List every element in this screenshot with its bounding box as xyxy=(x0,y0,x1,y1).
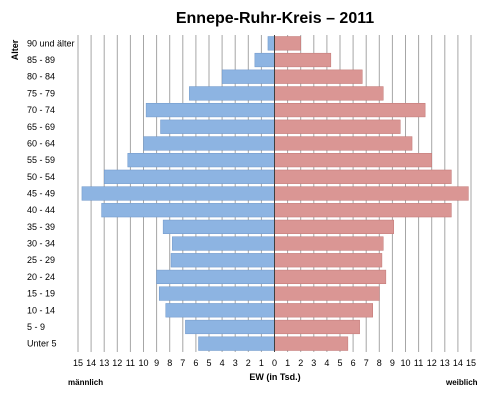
x-tick-label: 3 xyxy=(233,358,238,368)
category-label: 45 - 49 xyxy=(27,189,55,199)
category-label: 60 - 64 xyxy=(27,138,55,148)
bar-male xyxy=(170,253,275,268)
x-tick-label: 7 xyxy=(364,358,369,368)
bar-female xyxy=(274,219,394,234)
bar-male xyxy=(81,186,275,201)
category-label: 65 - 69 xyxy=(27,122,55,132)
category-label: 75 - 79 xyxy=(27,88,55,98)
x-tick-label: 4 xyxy=(324,358,329,368)
category-label: 35 - 39 xyxy=(27,222,55,232)
bar-female xyxy=(274,303,373,318)
x-tick-label: 8 xyxy=(167,358,172,368)
x-tick-labels: 15 14 13 12 11 10 9 8 7 6 5 4 3 2 1 0 1 2 3 4 5 6 7 8 9 10 11 12 13 1… xyxy=(73,358,476,368)
bar-female xyxy=(274,102,426,118)
category-label: 20 - 24 xyxy=(27,272,55,282)
bar-female xyxy=(274,236,384,251)
bar-male xyxy=(145,102,275,118)
bar-female xyxy=(274,36,301,51)
y-axis-label: Alter xyxy=(10,39,20,60)
bar-male xyxy=(221,69,275,84)
bar-female xyxy=(274,286,380,301)
x-tick-label: 15 xyxy=(466,358,476,368)
x-tick-label: 7 xyxy=(180,358,185,368)
bar-female xyxy=(274,336,349,351)
category-label: 50 - 54 xyxy=(27,172,55,182)
bar-female xyxy=(274,253,383,268)
bar-female xyxy=(274,119,401,134)
bars xyxy=(81,36,469,351)
x-tick-label: 9 xyxy=(154,358,159,368)
x-tick-label: 3 xyxy=(311,358,316,368)
bar-male xyxy=(160,119,275,134)
category-label: 80 - 84 xyxy=(27,72,55,82)
x-tick-label: 6 xyxy=(193,358,198,368)
bar-male xyxy=(198,336,275,351)
x-tick-label: 13 xyxy=(99,358,109,368)
bar-male xyxy=(156,269,275,285)
bar-male xyxy=(172,236,275,251)
category-label: 55 - 59 xyxy=(27,155,55,165)
bar-female xyxy=(274,69,363,84)
x-axis-label: EW (in Tsd.) xyxy=(249,372,300,382)
x-tick-label: 1 xyxy=(285,358,290,368)
x-tick-label: 4 xyxy=(220,358,225,368)
x-tick-label: 12 xyxy=(427,358,437,368)
x-tick-label: 14 xyxy=(453,358,463,368)
bar-male xyxy=(103,169,275,184)
category-label: 40 - 44 xyxy=(27,205,55,215)
bar-female xyxy=(274,186,469,201)
x-tick-label: 0 xyxy=(272,358,277,368)
x-tick-label: 11 xyxy=(414,358,423,368)
category-label: 15 - 19 xyxy=(27,289,55,299)
female-label: weiblich xyxy=(445,378,478,387)
bar-male xyxy=(165,303,275,318)
category-label: 30 - 34 xyxy=(27,239,55,249)
category-label: 90 und älter xyxy=(27,38,75,48)
x-tick-label: 2 xyxy=(246,358,251,368)
bar-male xyxy=(143,136,275,151)
x-tick-label: 8 xyxy=(377,358,382,368)
x-tick-label: 14 xyxy=(86,358,96,368)
x-tick-label: 11 xyxy=(126,358,135,368)
bar-female xyxy=(274,269,387,285)
bar-female xyxy=(274,319,360,335)
x-tick-label: 5 xyxy=(337,358,342,368)
bar-male xyxy=(185,319,275,335)
category-label: 5 - 9 xyxy=(27,322,45,332)
bar-female xyxy=(274,86,384,101)
x-tick-label: 6 xyxy=(351,358,356,368)
x-tick-label: 1 xyxy=(259,358,264,368)
x-tick-label: 13 xyxy=(440,358,450,368)
bar-male xyxy=(189,86,275,101)
bar-female xyxy=(274,153,432,168)
x-tick-label: 10 xyxy=(400,358,410,368)
bar-male xyxy=(162,219,275,234)
category-labels: 90 und älter 85 - 89 80 - 84 75 - 79 70 - 74… xyxy=(27,38,75,348)
bar-male xyxy=(267,36,275,51)
x-tick-label: 12 xyxy=(112,358,122,368)
bar-male xyxy=(254,52,275,68)
bar-male xyxy=(101,203,275,218)
x-tick-label: 2 xyxy=(298,358,303,368)
x-tick-label: 5 xyxy=(206,358,211,368)
bar-female xyxy=(274,52,332,68)
bar-male xyxy=(158,286,275,301)
bar-female xyxy=(274,169,452,184)
x-tick-label: 15 xyxy=(73,358,83,368)
category-label: 25 - 29 xyxy=(27,255,55,265)
category-label: Unter 5 xyxy=(27,339,57,349)
category-label: 70 - 74 xyxy=(27,105,55,115)
x-tick-label: 9 xyxy=(390,358,395,368)
bar-female xyxy=(274,203,452,218)
x-tick-label: 10 xyxy=(138,358,148,368)
bar-male xyxy=(127,153,275,168)
chart-title: Ennepe-Ruhr-Kreis – 2011 xyxy=(176,10,374,27)
bar-female xyxy=(274,136,413,151)
category-label: 85 - 89 xyxy=(27,55,55,65)
category-label: 10 - 14 xyxy=(27,305,55,315)
male-label: männlich xyxy=(68,378,103,387)
